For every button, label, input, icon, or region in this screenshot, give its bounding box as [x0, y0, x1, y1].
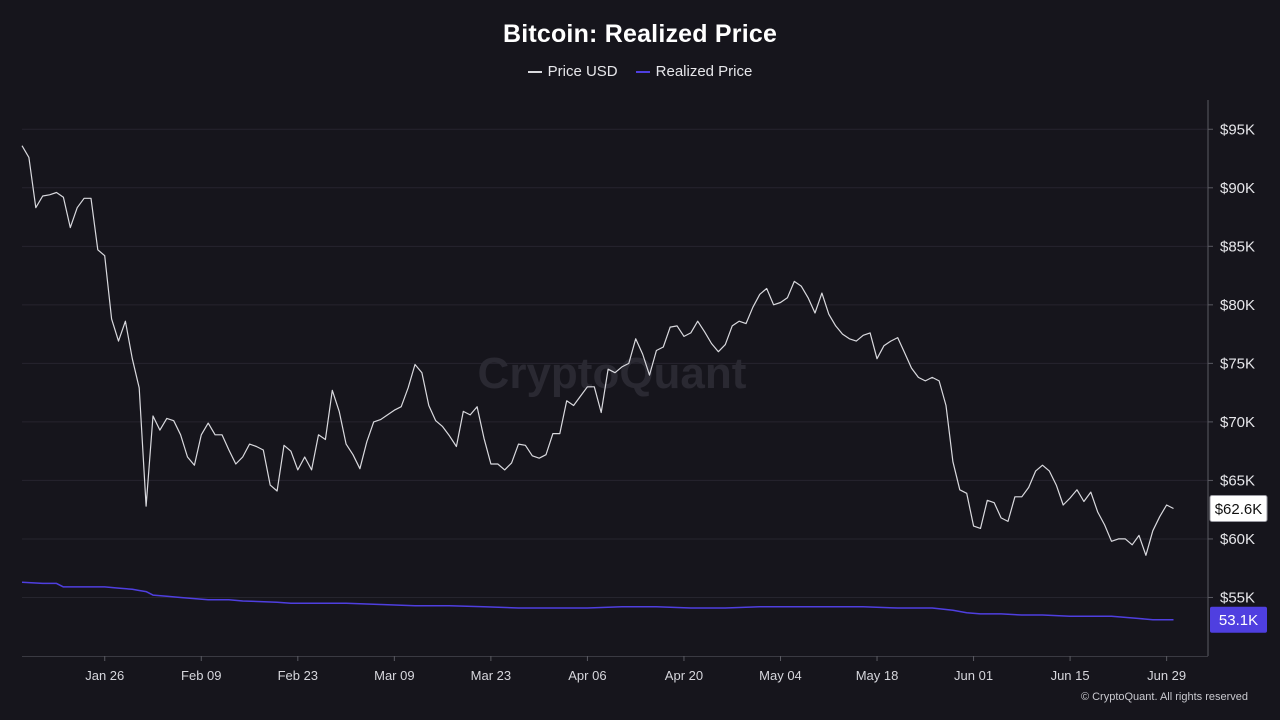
copyright-text: © CryptoQuant. All rights reserved	[1080, 691, 1248, 703]
x-tick-label: Jun 01	[954, 668, 993, 683]
x-tick-label: Apr 20	[665, 668, 703, 683]
last-value-labels: $62.6K 53.1K	[1209, 495, 1268, 633]
y-tick-label: $65K	[1220, 472, 1255, 489]
last-value-badge-realized-price: 53.1K	[1210, 606, 1267, 633]
y-tick-label: $95K	[1220, 121, 1255, 138]
last-value-label: 53.1K	[1219, 612, 1258, 629]
x-tick-label: Jun 29	[1147, 668, 1186, 683]
series-line-realized-price	[21, 581, 1174, 621]
legend-item-realized-price[interactable]: Realized Price	[635, 63, 753, 80]
legend-swatch-price-usd	[527, 70, 542, 73]
legend-label-price-usd: Price USD	[547, 63, 618, 80]
series-line-price-usd	[21, 145, 1174, 556]
x-tick-label: Jan 26	[85, 668, 124, 683]
legend-item-price-usd[interactable]: Price USD	[527, 63, 618, 80]
x-tick-label: Mar 09	[374, 668, 414, 683]
y-tick-label: $90K	[1220, 180, 1255, 197]
x-tick-label: Mar 23	[471, 668, 511, 683]
x-axis-ticks: Jan 26 Feb 09 Feb 23 Mar 09 Mar 23 Apr 06 Apr …	[85, 656, 1186, 683]
x-tick-label: May 18	[856, 668, 899, 683]
last-value-badge-bg	[1209, 495, 1268, 523]
last-value-badge-bg	[1210, 606, 1267, 633]
x-tick-label: May 04	[759, 668, 802, 683]
watermark-text: CryptoQuant	[478, 349, 747, 398]
legend-label-realized-price: Realized Price	[655, 63, 753, 80]
chart-legend: Price USD Realized Price	[0, 63, 1280, 80]
x-tick-label: Feb 09	[181, 668, 221, 683]
y-axis-ticks: $55K $60K $65K $70K $75K $80K $85K $90K $95K	[1208, 121, 1255, 606]
x-tick-label: Feb 23	[278, 668, 318, 683]
chart-series	[21, 145, 1174, 621]
x-tick-label: Jun 15	[1051, 668, 1090, 683]
y-tick-label: $55K	[1220, 589, 1255, 606]
x-tick-label: Apr 06	[568, 668, 606, 683]
last-value-badge-price-usd: $62.6K	[1209, 495, 1268, 523]
last-value-label: $62.6K	[1215, 501, 1263, 518]
y-tick-label: $80K	[1220, 297, 1255, 314]
y-tick-label: $75K	[1220, 355, 1255, 372]
y-tick-label: $60K	[1220, 531, 1255, 548]
chart-title: Bitcoin: Realized Price	[502, 20, 778, 48]
y-tick-label: $70K	[1220, 414, 1255, 431]
legend-swatch-realized-price	[635, 70, 650, 73]
chart-gridlines	[22, 128, 1208, 598]
y-tick-label: $85K	[1220, 238, 1255, 255]
